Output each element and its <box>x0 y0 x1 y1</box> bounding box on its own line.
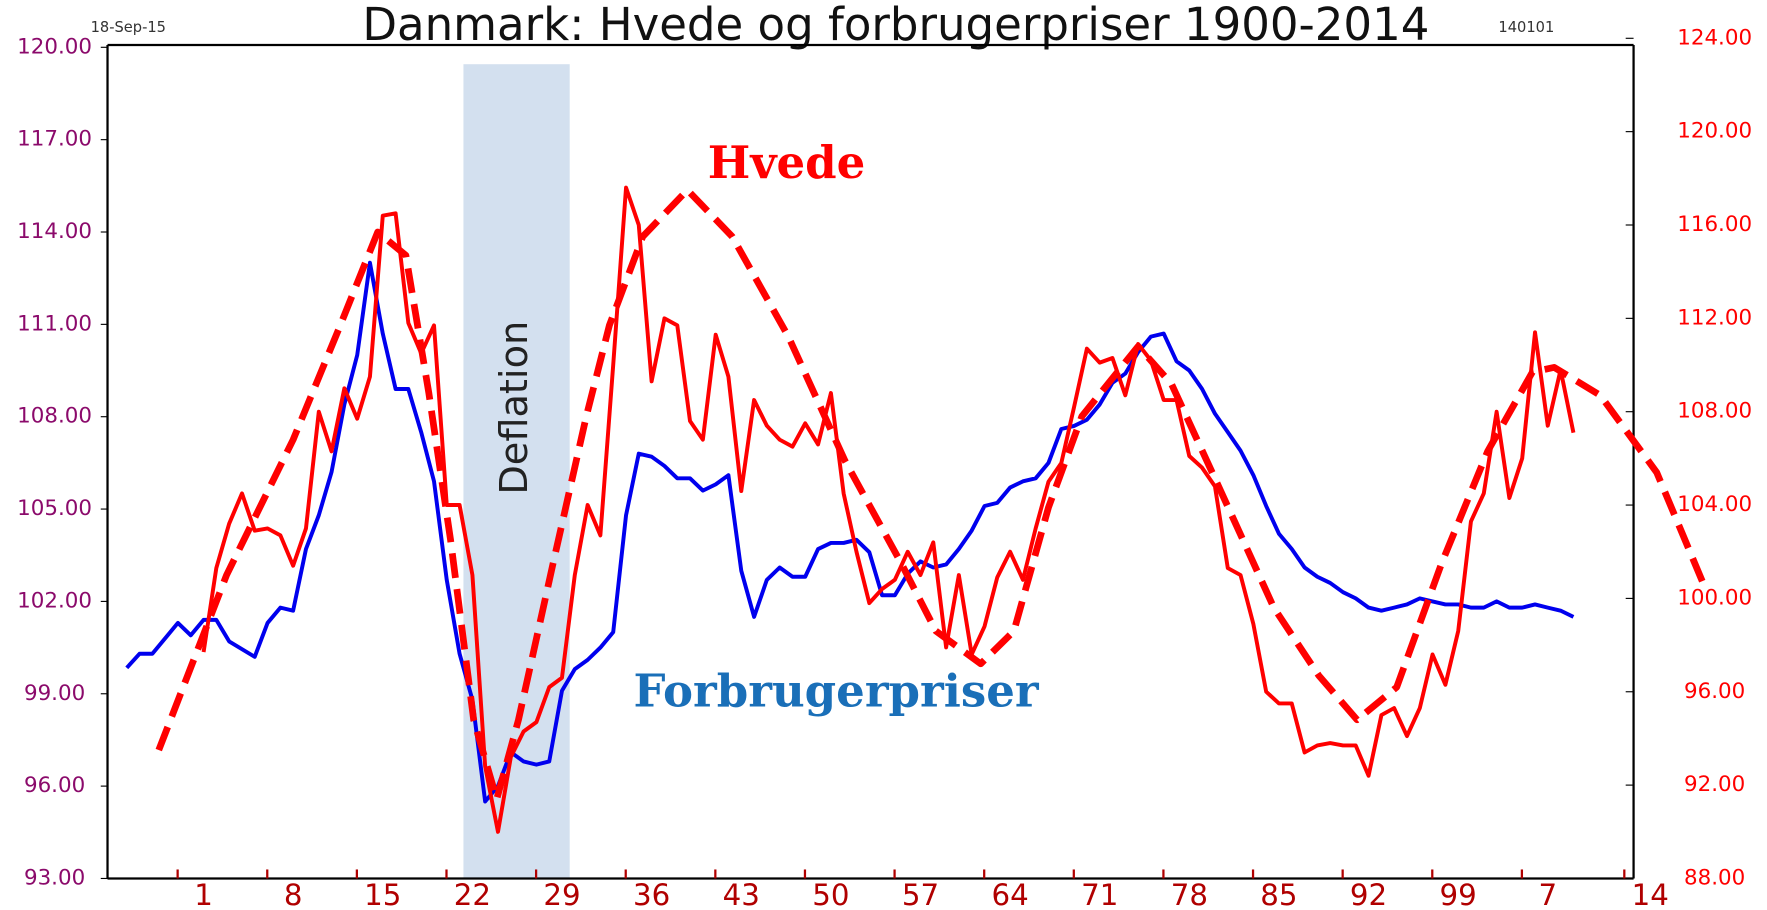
annotation-forbrugerpriser: Forbrugerpriser <box>633 664 1039 717</box>
x-tick-label: 7 <box>1538 878 1557 910</box>
y2-tick-label: 100.00 <box>1677 585 1752 610</box>
x-tick-label: 78 <box>1171 878 1208 910</box>
y2-tick-label: 92.00 <box>1684 772 1745 797</box>
y2-tick-label: 120.00 <box>1677 119 1752 144</box>
y2-tick-label: 104.00 <box>1677 492 1752 517</box>
chart-title: Danmark: Hvede og forbrugerpriser 1900-2… <box>362 0 1429 51</box>
deflation-label: Deflation <box>492 321 537 495</box>
x-tick-label: 57 <box>902 878 939 910</box>
x-tick-label: 85 <box>1260 878 1297 910</box>
y2-tick-label: 108.00 <box>1677 399 1752 424</box>
x-tick-label: 8 <box>284 878 303 910</box>
x-tick-label: 71 <box>1081 878 1118 910</box>
y2-tick-label: 96.00 <box>1684 679 1745 704</box>
series-line <box>125 260 1575 804</box>
x-tick-label: 36 <box>633 878 670 910</box>
date: 18-Sep-15 <box>91 19 166 36</box>
x-tick-label: 29 <box>543 878 580 910</box>
y-tick-label: 111.00 <box>17 311 92 336</box>
y-tick-label: 96.00 <box>24 773 85 798</box>
x-tick-label: 22 <box>454 878 491 910</box>
code: 140101 <box>1498 19 1554 36</box>
trend-line <box>155 186 1710 803</box>
y-tick-label: 120.00 <box>17 34 92 59</box>
annotation-hvede: Hvede <box>708 136 866 189</box>
y-tick-label: 108.00 <box>17 404 92 429</box>
x-tick-label: 1 <box>194 878 213 910</box>
y-tick-label: 102.00 <box>17 588 92 613</box>
y2-tick-label: 88.00 <box>1684 865 1745 890</box>
y-tick-label: 105.00 <box>17 496 92 521</box>
x-tick-label: 14 <box>1632 878 1669 910</box>
y-tick-label: 93.00 <box>24 865 85 890</box>
x-tick-label: 15 <box>364 878 401 910</box>
y-tick-label: 117.00 <box>17 127 92 152</box>
y2-tick-label: 116.00 <box>1677 212 1752 237</box>
y-tick-label: 99.00 <box>24 681 85 706</box>
y2-tick-label: 124.00 <box>1677 25 1752 50</box>
x-tick-label: 50 <box>812 878 849 910</box>
x-tick-label: 43 <box>723 878 760 910</box>
x-tick-label: 99 <box>1440 878 1477 910</box>
y2-tick-label: 112.00 <box>1677 305 1752 330</box>
series-line <box>201 185 1576 834</box>
x-tick-label: 92 <box>1350 878 1387 910</box>
y-tick-label: 114.00 <box>17 219 92 244</box>
x-tick-label: 64 <box>991 878 1028 910</box>
